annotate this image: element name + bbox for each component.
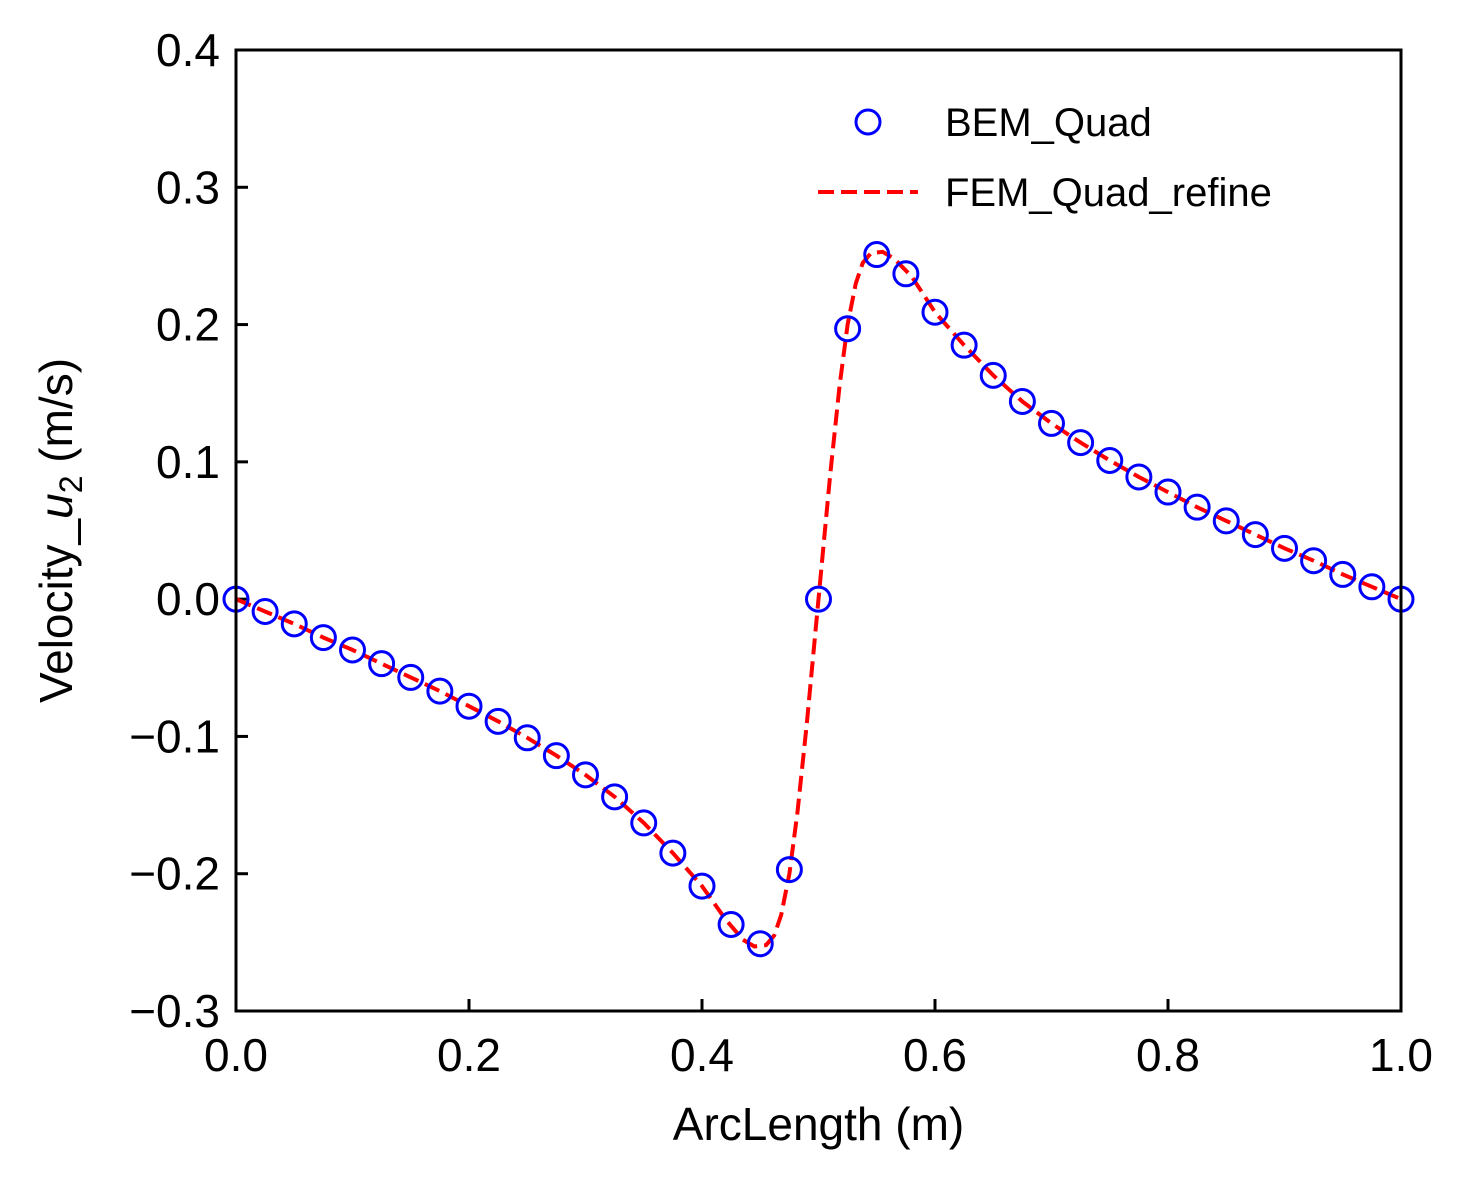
y-axis-title-symbol: u (30, 493, 82, 519)
data-point-bem-quad (1212, 507, 1240, 535)
x-axis-title: ArcLength (m) (673, 1098, 964, 1150)
data-point-bem-quad (892, 260, 920, 288)
data-point-bem-quad (1038, 409, 1065, 437)
data-point-bem-quad (805, 585, 832, 613)
data-point-bem-quad (659, 839, 687, 867)
data-point-bem-quad (1183, 493, 1211, 521)
y-tick-label: −0.1 (129, 710, 220, 762)
data-point-bem-quad (572, 761, 599, 789)
legend-marker-bem-quad (854, 108, 882, 136)
y-tick-label: 0.4 (156, 24, 220, 76)
data-point-bem-quad (1067, 429, 1095, 457)
y-tick-label: −0.3 (129, 985, 220, 1037)
data-point-bem-quad (921, 298, 949, 326)
x-tick-label: 0.4 (670, 1029, 734, 1081)
data-point-bem-quad (717, 911, 745, 939)
x-tick-label: 0.2 (437, 1029, 501, 1081)
data-point-bem-quad (309, 624, 337, 652)
data-point-bem-quad (1329, 560, 1357, 588)
data-point-bem-quad (455, 692, 483, 720)
data-point-bem-quad (542, 742, 570, 770)
data-point-bem-quad (513, 724, 541, 752)
legend-label-fem-quad-refine: FEM_Quad_refine (945, 171, 1272, 215)
data-point-bem-quad (979, 361, 1007, 389)
data-point-bem-quad (1125, 463, 1153, 491)
x-axis-ticks: 0.0 0.2 0.4 0.6 0.8 1.0 (204, 999, 1433, 1081)
data-point-bem-quad (775, 856, 803, 884)
plot-area (222, 241, 1415, 958)
data-point-bem-quad (1008, 387, 1036, 415)
data-point-bem-quad (950, 331, 978, 359)
legend: BEM_Quad FEM_Quad_refine (818, 101, 1272, 215)
data-point-bem-quad (368, 650, 396, 678)
data-point-bem-quad (397, 663, 425, 691)
data-point-bem-quad (688, 872, 716, 900)
data-point-bem-quad (834, 315, 862, 343)
y-axis-title: Velocity_u2 (m/s) (30, 358, 89, 703)
data-point-bem-quad (280, 610, 308, 638)
plot-frame (234, 48, 1403, 1013)
data-point-bem-quad (339, 636, 366, 664)
data-point-bem-quad (630, 809, 658, 837)
y-tick-label: 0.0 (156, 573, 220, 625)
data-point-bem-quad (251, 597, 279, 625)
y-tick-label: −0.2 (129, 848, 220, 900)
data-point-bem-quad (1241, 521, 1269, 549)
data-point-bem-quad (1271, 534, 1298, 562)
x-tick-label: 1.0 (1369, 1029, 1433, 1081)
data-point-bem-quad (426, 677, 454, 705)
series-line-fem-quad-refine (235, 249, 1402, 949)
data-point-bem-quad (1300, 547, 1328, 575)
y-tick-label: 0.2 (156, 299, 220, 351)
y-tick-label: 0.3 (156, 161, 220, 213)
data-point-bem-quad (1358, 573, 1386, 601)
y-axis-ticks: −0.3 −0.2 −0.1 0.0 0.1 0.2 0.3 0.4 (129, 24, 248, 1037)
y-axis-title-suffix: (m/s) (30, 358, 82, 476)
x-tick-label: 0.8 (1136, 1029, 1200, 1081)
x-tick-label: 0.6 (903, 1029, 967, 1081)
y-tick-label: 0.1 (156, 436, 220, 488)
x-tick-label: 0.0 (204, 1029, 268, 1081)
y-axis-title-subscript: 2 (53, 476, 89, 494)
data-point-bem-quad (863, 241, 891, 269)
data-point-bem-quad (484, 707, 512, 735)
y-axis-title-prefix: Velocity_ (30, 517, 82, 703)
data-point-bem-quad (1096, 446, 1124, 474)
data-point-bem-quad (601, 783, 629, 811)
data-point-bem-quad (1154, 478, 1182, 506)
data-point-bem-quad (746, 930, 774, 958)
legend-label-bem-quad: BEM_Quad (945, 101, 1152, 145)
